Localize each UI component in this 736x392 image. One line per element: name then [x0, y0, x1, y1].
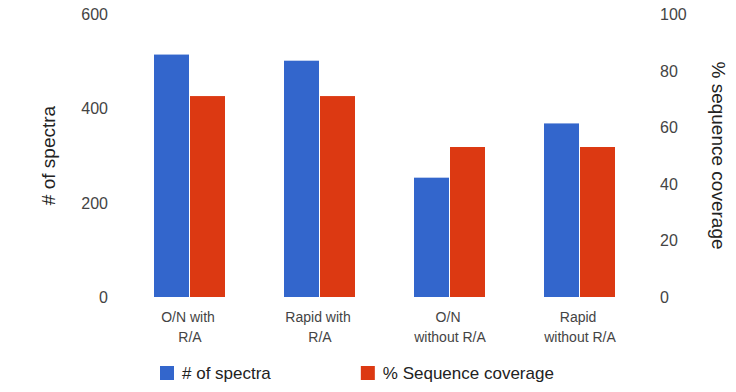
- y-tick-label: 200: [81, 195, 108, 212]
- label-line: Rapid: [560, 309, 600, 325]
- legend-label: % Sequence coverage: [383, 364, 554, 383]
- bars: [154, 55, 615, 297]
- bar: [450, 147, 485, 297]
- label-line: without R/A: [543, 329, 616, 345]
- legend-swatch: [160, 366, 174, 380]
- legend-swatch: [361, 366, 375, 380]
- label-line: O/N with: [161, 309, 219, 325]
- x-tick-label: Rapid with R/A: [285, 309, 354, 345]
- bar: [284, 61, 319, 297]
- label-line: without R/A: [413, 329, 486, 345]
- y2-tick-label: 20: [660, 232, 678, 249]
- bar: [190, 96, 225, 297]
- y2-tick-label: 60: [660, 119, 678, 136]
- bar: [580, 147, 615, 297]
- y2-tick-label: 100: [660, 6, 687, 23]
- label-line: O/N: [436, 309, 465, 325]
- x-tick-label: O/N with R/A: [161, 309, 219, 345]
- label-line: R/A: [178, 329, 202, 345]
- y-axis-title: # of spectra: [38, 105, 59, 205]
- y-tick-label: 600: [81, 6, 108, 23]
- label-line: R/A: [308, 329, 332, 345]
- y2-tick-label: 0: [660, 289, 669, 306]
- chart: 0 200 400 600 0 20 40 60 80 100 # of spectra % sequ…: [0, 0, 736, 392]
- y-tick-label: 0: [99, 289, 108, 306]
- y-tick-label: 400: [81, 100, 108, 117]
- bar: [154, 55, 189, 297]
- bar: [544, 123, 579, 297]
- y2-tick-label: 80: [660, 63, 678, 80]
- x-tick-label: Rapid without R/A: [543, 309, 616, 345]
- label-line: Rapid with: [285, 309, 354, 325]
- bar: [320, 96, 355, 297]
- x-tick-label: O/N without R/A: [413, 309, 486, 345]
- y2-tick-label: 40: [660, 176, 678, 193]
- legend-label: # of spectra: [182, 364, 271, 383]
- bar: [414, 178, 449, 297]
- y2-axis-title: % sequence coverage: [708, 61, 729, 249]
